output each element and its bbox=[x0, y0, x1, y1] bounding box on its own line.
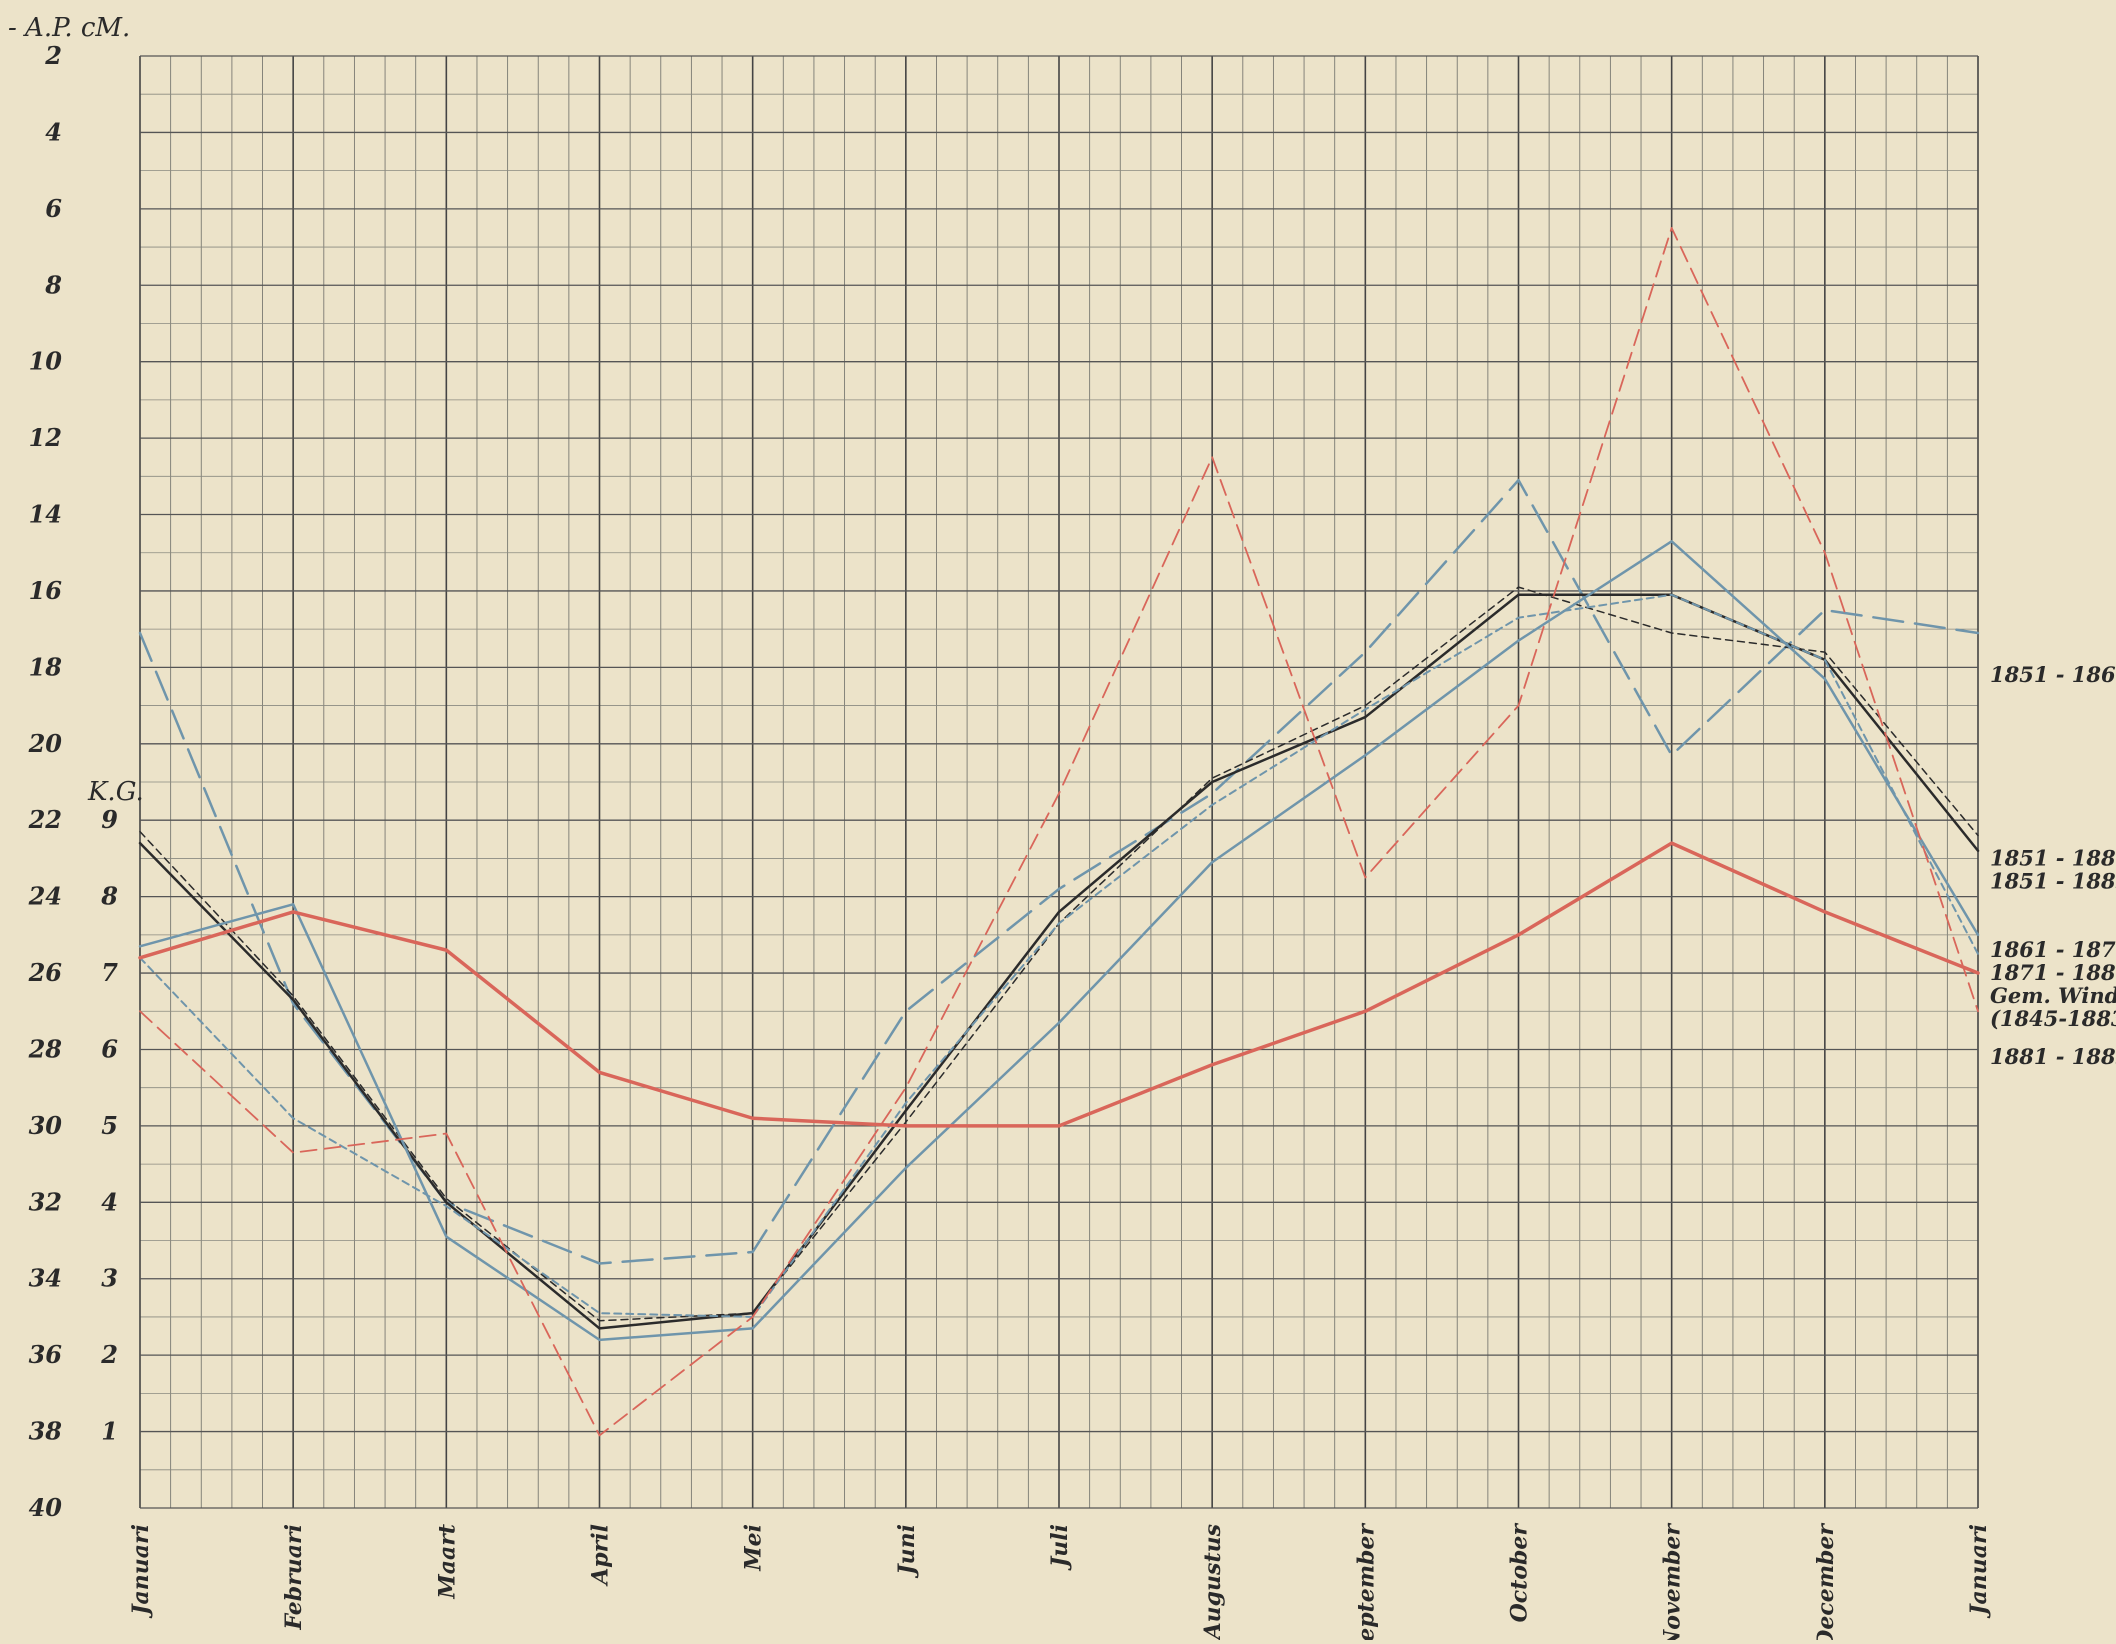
y-tick-label: 36 bbox=[29, 1340, 63, 1369]
x-tick-label: December bbox=[1813, 1523, 1839, 1640]
y-tick-label: 34 bbox=[29, 1264, 62, 1293]
series-layer bbox=[138, 227, 1980, 1437]
y-tick-label: 28 bbox=[28, 1034, 63, 1063]
series-label: 1871 - 1880 bbox=[1990, 960, 2116, 985]
y-tick-label: 40 bbox=[29, 1493, 63, 1522]
x-tick-label: September bbox=[1353, 1523, 1379, 1640]
series-line-6 bbox=[139, 227, 1979, 1437]
y-tick-label: 2 bbox=[44, 41, 62, 70]
series-label: 1861 - 1870 bbox=[1990, 937, 2116, 962]
x-tick-label: Februari bbox=[281, 1524, 307, 1631]
x-tick-label: Januari bbox=[1966, 1524, 1992, 1619]
y-axis-label-wind: K.G. bbox=[87, 777, 144, 807]
series-line-5 bbox=[138, 841, 1980, 1128]
tick-layer: 2468101214161820222426283032343638409876… bbox=[28, 41, 1992, 1644]
x-tick-label: April bbox=[588, 1524, 614, 1587]
wind-tick-label: 2 bbox=[100, 1340, 118, 1369]
wind-tick-label: 6 bbox=[101, 1034, 118, 1063]
y-tick-label: 10 bbox=[29, 347, 63, 376]
y-tick-label: 26 bbox=[28, 958, 63, 987]
y-axis-label-left: - A.P. cM. bbox=[8, 13, 130, 43]
y-tick-label: 38 bbox=[29, 1417, 63, 1446]
x-tick-label: October bbox=[1507, 1523, 1533, 1623]
series-line-3 bbox=[138, 540, 1980, 1342]
wind-tick-label: 3 bbox=[101, 1264, 118, 1293]
series-line-4 bbox=[139, 593, 1979, 1318]
wind-tick-label: 1 bbox=[101, 1417, 118, 1446]
wind-tick-label: 4 bbox=[101, 1187, 118, 1216]
y-tick-label: 8 bbox=[44, 270, 62, 299]
y-tick-label: 16 bbox=[29, 576, 63, 605]
x-tick-label: Juni bbox=[894, 1524, 920, 1579]
wind-tick-label: 5 bbox=[101, 1111, 118, 1140]
y-tick-label: 22 bbox=[28, 805, 62, 834]
y-tick-label: 6 bbox=[45, 194, 62, 223]
y-tick-label: 30 bbox=[29, 1111, 63, 1140]
series-label: 1851 - 1860 bbox=[1990, 662, 2116, 687]
x-tick-label: Maart bbox=[434, 1524, 460, 1600]
x-tick-label: Mei bbox=[741, 1524, 767, 1572]
wind-tick-label: 9 bbox=[101, 805, 118, 834]
x-tick-label: November bbox=[1660, 1523, 1686, 1640]
series-label: Gem. Winddr. bbox=[1990, 983, 2116, 1008]
legend-layer: 1851 - 1860 1851 - 18801851 - 1883 1861 - … bbox=[1990, 662, 2116, 1069]
y-tick-label: 24 bbox=[28, 882, 62, 911]
y-tick-label: 4 bbox=[45, 117, 62, 146]
series-label: 1881 - 1883 bbox=[1990, 1044, 2116, 1069]
series-label: (1845-1883) bbox=[1990, 1006, 2116, 1031]
y-tick-label: 18 bbox=[29, 652, 63, 681]
y-tick-label: 20 bbox=[28, 729, 63, 758]
y-tick-label: 14 bbox=[29, 500, 62, 529]
x-tick-label: Januari bbox=[128, 1524, 154, 1619]
wind-tick-label: 8 bbox=[100, 882, 118, 911]
y-tick-label: 12 bbox=[29, 423, 62, 452]
series-label: 1851 - 1883 bbox=[1990, 868, 2116, 893]
x-tick-label: Augustus bbox=[1200, 1524, 1226, 1640]
y-tick-label: 32 bbox=[29, 1187, 62, 1216]
series-label: 1851 - 1880 bbox=[1990, 845, 2116, 870]
x-tick-label: Juli bbox=[1047, 1524, 1073, 1571]
wind-tick-label: 7 bbox=[101, 958, 118, 987]
